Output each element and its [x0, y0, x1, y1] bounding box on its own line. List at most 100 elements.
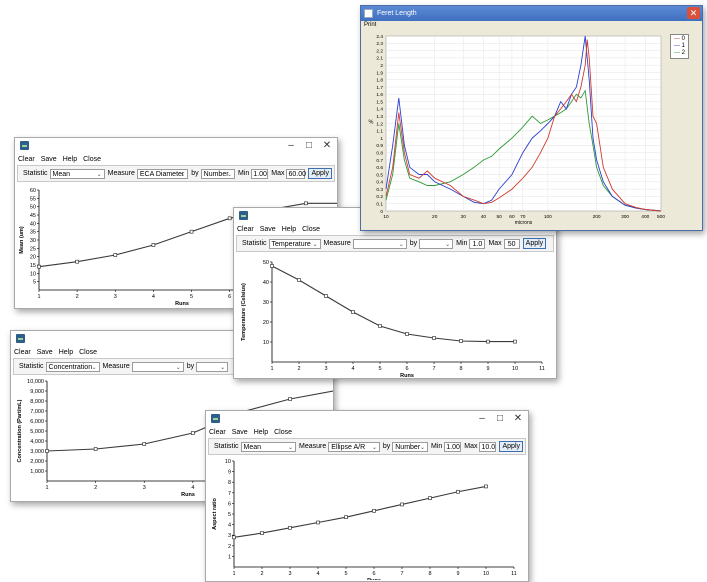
apply-button[interactable]: Apply: [308, 168, 332, 179]
menu-save[interactable]: Save: [40, 156, 57, 163]
apply-button[interactable]: Apply: [522, 238, 547, 249]
x-tick-label: 4: [351, 366, 354, 372]
close-button[interactable]: ✕: [687, 7, 700, 19]
menu-save[interactable]: Save: [36, 349, 53, 356]
app-icon: [239, 211, 248, 220]
min-input[interactable]: 1.00: [444, 441, 462, 452]
data-point: [45, 449, 49, 453]
statistic-select[interactable]: Temperature ⌄: [268, 238, 321, 249]
menu-close[interactable]: Close: [83, 156, 102, 163]
maximize-icon[interactable]: □: [496, 413, 504, 424]
close-icon[interactable]: ✕: [322, 140, 332, 151]
data-point: [432, 336, 436, 340]
y-tick-label: 2.3: [376, 41, 383, 47]
by-select[interactable]: ⌄: [196, 361, 229, 372]
y-tick-label: 1.6: [376, 92, 383, 98]
menu-help[interactable]: Help: [58, 349, 74, 356]
menu-help[interactable]: Help: [281, 226, 297, 233]
max-input[interactable]: 60.00: [286, 168, 307, 179]
statistic-select[interactable]: Mean ⌄: [240, 441, 297, 452]
y-tick-label: 4,000: [30, 439, 44, 445]
measure-value: Ellipse A/R: [331, 443, 366, 451]
menubar: Clear Save Help Close: [11, 347, 333, 358]
y-tick-label: 60: [30, 188, 36, 194]
x-tick-label: 1: [37, 294, 40, 300]
measure-select[interactable]: ⌄: [131, 361, 184, 372]
data-point: [288, 397, 292, 401]
y-tick-label: 2,000: [30, 459, 44, 465]
menu-help[interactable]: Help: [62, 156, 78, 163]
x-tick-label: 30: [461, 214, 467, 220]
data-point: [288, 525, 292, 530]
y-tick-label: 6,000: [30, 419, 44, 425]
data-point: [227, 216, 232, 221]
menu-save[interactable]: Save: [259, 226, 276, 233]
minimize-icon[interactable]: –: [479, 413, 485, 424]
data-point: [316, 520, 320, 525]
statistic-select[interactable]: Mean ⌄: [49, 168, 105, 179]
menu-close[interactable]: Close: [274, 429, 293, 436]
menu-help[interactable]: Help: [253, 429, 269, 436]
minimize-icon[interactable]: –: [288, 140, 294, 151]
menu-save[interactable]: Save: [231, 429, 248, 436]
chevron-down-icon: ⌄: [419, 444, 425, 451]
menu-print[interactable]: Print: [364, 22, 377, 28]
x-tick-label: 3: [288, 571, 291, 577]
data-point: [232, 535, 236, 540]
measure-select[interactable]: ⌄: [352, 238, 407, 249]
apply-button[interactable]: Apply: [499, 441, 523, 452]
data-point: [142, 442, 147, 446]
x-tick-label: 4: [152, 294, 155, 300]
data-point: [428, 496, 432, 500]
x-axis-label: Runs: [181, 492, 195, 498]
y-tick-label: 50: [263, 260, 269, 266]
y-tick-label: 9: [228, 470, 231, 476]
statistic-value: Temperature: [271, 240, 311, 248]
y-tick-label: 0.4: [376, 180, 383, 186]
measure-label: Measure: [102, 363, 130, 370]
menu-clear[interactable]: Clear: [18, 156, 35, 163]
close-icon[interactable]: ✕: [513, 413, 523, 424]
y-tick-label: 0.8: [376, 150, 383, 156]
statistic-select[interactable]: Concentration ⌄: [45, 361, 100, 372]
y-tick-label: 2.4: [376, 34, 383, 40]
max-input[interactable]: 10.0: [479, 441, 497, 452]
maximize-icon[interactable]: □: [305, 140, 313, 151]
data-point: [405, 332, 409, 336]
x-tick-label: 70: [520, 214, 526, 220]
y-tick-label: 7,000: [30, 409, 44, 415]
measure-value: ECA Diameter: [139, 170, 185, 178]
min-label: Min: [456, 240, 468, 247]
min-input[interactable]: 1.0: [469, 238, 486, 249]
y-tick-label: 0.5: [376, 172, 383, 178]
min-label: Min: [237, 170, 250, 177]
by-select[interactable]: Number ⌄: [200, 168, 235, 179]
menubar: Clear Save Help Close: [206, 427, 528, 438]
data-point: [351, 310, 355, 314]
measure-select[interactable]: Ellipse A/R ⌄: [328, 441, 380, 452]
menu-close[interactable]: Close: [79, 349, 98, 356]
menu-clear[interactable]: Clear: [237, 226, 254, 233]
y-tick-label: 2: [380, 63, 383, 69]
menu-clear[interactable]: Clear: [209, 429, 226, 436]
y-tick-label: 5: [33, 280, 36, 286]
menu-clear[interactable]: Clear: [14, 349, 31, 356]
x-tick-label: 5: [378, 366, 381, 372]
x-axis-label: Runs: [175, 301, 189, 307]
x-tick-label: 5: [344, 571, 347, 577]
menu-close[interactable]: Close: [302, 226, 321, 233]
x-tick-label: 7: [432, 366, 435, 372]
x-tick-label: 5: [190, 294, 193, 300]
y-tick-label: 2: [228, 544, 231, 550]
app-icon: [211, 414, 220, 423]
x-tick-label: 100: [544, 214, 552, 220]
by-select[interactable]: ⌄: [419, 238, 454, 249]
measure-select[interactable]: ECA Diameter ⌄: [136, 168, 189, 179]
x-tick-label: 11: [539, 366, 545, 372]
min-input[interactable]: 1.00: [251, 168, 269, 179]
max-input[interactable]: 50: [503, 238, 520, 249]
chart-feret-length: 00.10.20.30.40.50.60.70.80.911.11.21.31.…: [369, 34, 666, 226]
data-point: [75, 259, 79, 264]
by-select[interactable]: Number ⌄: [392, 441, 428, 452]
series-line-1: [385, 35, 662, 212]
